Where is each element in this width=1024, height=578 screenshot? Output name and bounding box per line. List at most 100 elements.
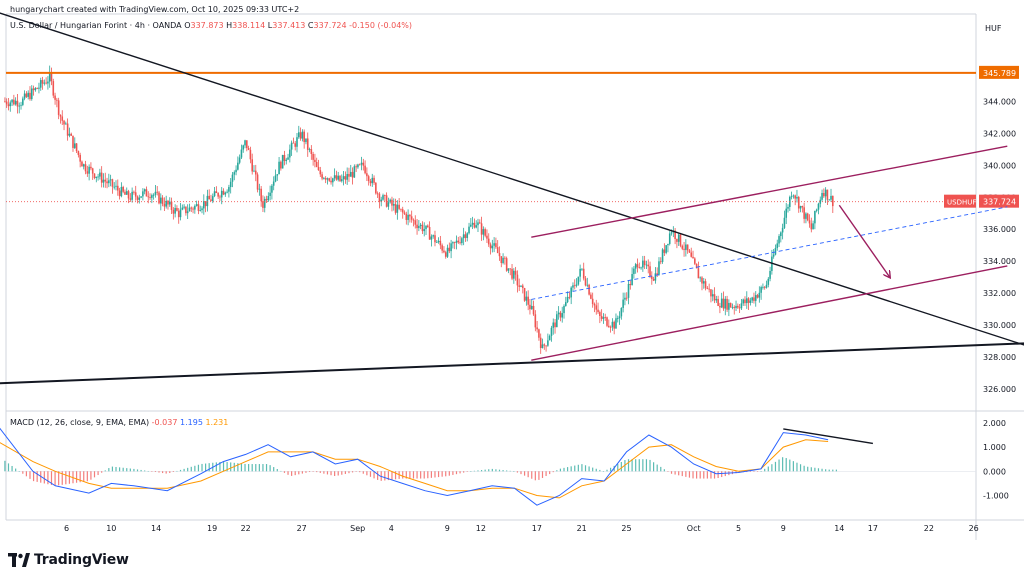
candle-body	[500, 256, 503, 264]
macd-histogram-bar	[255, 464, 257, 472]
candle-body	[659, 261, 662, 263]
macd-histogram-bar	[620, 461, 622, 472]
macd-histogram-bar	[692, 471, 694, 479]
macd-histogram-bar	[810, 467, 812, 472]
macd-histogram-bar	[832, 469, 834, 472]
macd-histogram-bar	[660, 466, 662, 472]
candle-body	[663, 249, 666, 253]
candle-body	[520, 285, 522, 287]
macd-histogram-bar	[15, 468, 17, 472]
symbol-title[interactable]: U.S. Dollar / Hungarian Forint · 4h · OA…	[10, 21, 182, 30]
candle-body	[149, 197, 151, 198]
candle-body	[742, 299, 745, 304]
candle-body	[767, 278, 770, 285]
candle-body	[532, 305, 535, 315]
candle-body	[22, 98, 24, 105]
tradingview-footer[interactable]: TradingView	[8, 550, 129, 570]
candle-body	[814, 210, 816, 224]
candle-body	[122, 186, 124, 192]
macd-histogram-bar	[93, 471, 96, 478]
candle-body	[643, 260, 646, 265]
macd-histogram-bar	[61, 471, 63, 485]
macd-histogram-bar	[649, 459, 651, 472]
time-axis[interactable]: 6 10 14 19 22 27 Sep 4 9 12 17 21 25 Oct 5 9 14 17 22 26	[64, 524, 979, 533]
time-tick-label: 10	[106, 524, 116, 533]
descending-trendline[interactable]	[0, 6, 1024, 365]
macd-histogram-bar	[194, 465, 196, 472]
macd-legend[interactable]: MACD (12, 26, close, 9, EMA, EMA) -0.037…	[10, 418, 228, 427]
currency-label: HUF	[985, 24, 1002, 33]
candle-body	[704, 281, 707, 289]
macd-histogram-bar	[301, 471, 303, 474]
candle-body	[391, 199, 393, 206]
candle-body	[185, 206, 187, 214]
macd-histogram-bar	[183, 468, 185, 472]
candle-body	[724, 298, 727, 309]
candle-body	[297, 132, 300, 138]
candle-body	[547, 340, 549, 346]
macd-divergence-line[interactable]	[783, 428, 874, 445]
channel-midline[interactable]	[531, 206, 1008, 300]
candle-body	[314, 159, 316, 162]
candle-body	[186, 211, 189, 214]
macd-histogram-bar	[316, 471, 318, 473]
macd-histogram-bar	[767, 466, 769, 472]
candle-body	[333, 175, 336, 179]
candle-body	[435, 242, 438, 243]
macd-histogram-bar	[782, 457, 784, 472]
candle-body	[711, 294, 714, 297]
candle-body	[39, 80, 42, 88]
candle-body	[796, 196, 798, 199]
channel-upper[interactable]	[531, 145, 1008, 238]
macd-histogram-bar	[405, 471, 407, 479]
macd-histogram-bar	[197, 464, 200, 472]
macd-histogram-bar	[115, 466, 117, 472]
channel-lower[interactable]	[531, 265, 1008, 361]
macd-histogram-bar	[104, 470, 106, 472]
candle-body	[722, 298, 725, 309]
candle-body	[611, 321, 614, 328]
time-tick-label: 9	[445, 524, 450, 533]
candle-body	[326, 178, 329, 180]
macd-histogram-bar	[133, 468, 135, 472]
candle-body	[99, 172, 101, 177]
candle-body	[14, 100, 17, 105]
horizontal-level-badge: 345.789	[979, 65, 1019, 79]
price-tick-label: 342.000	[983, 129, 1016, 138]
macd-histogram-bar	[359, 471, 361, 473]
macd-histogram-bar	[534, 471, 536, 481]
macd-histogram-bar	[355, 471, 357, 472]
macd-histogram-bar	[527, 471, 529, 478]
candle-body	[536, 327, 538, 330]
macd-histogram-bar	[477, 470, 479, 472]
candle-body	[545, 345, 547, 347]
macd-histogram-bar	[190, 466, 192, 472]
candle-body	[717, 298, 719, 306]
time-tick-label: 22	[924, 524, 934, 533]
macd-histogram-bar	[538, 471, 540, 480]
candle-body	[190, 207, 193, 209]
candle-body	[220, 190, 223, 198]
macd-histogram-bar	[237, 463, 239, 472]
candle-body	[238, 157, 241, 163]
projection-arrow[interactable]	[838, 204, 889, 277]
macd-histogram-bar	[480, 470, 483, 472]
candle-body	[303, 131, 305, 143]
macd-histogram-bar	[118, 467, 121, 472]
candle-body	[471, 222, 474, 225]
candle-body	[418, 225, 420, 229]
candle-body	[272, 181, 275, 186]
candle-body	[448, 247, 451, 252]
macd-histogram-bar	[43, 471, 45, 484]
candle-body	[631, 274, 633, 286]
candle-body	[360, 162, 363, 165]
candle-body	[32, 88, 35, 91]
candle-body	[781, 227, 784, 233]
macd-histogram-bar	[448, 471, 450, 476]
macd-histogram-bar	[789, 459, 791, 472]
last-price-value: 337.724	[983, 198, 1016, 207]
macd-axis[interactable]: 2.000 1.000 0.000 -1.000	[983, 419, 1009, 501]
ascending-support-line[interactable]	[0, 341, 1024, 385]
time-tick-label: 21	[577, 524, 587, 533]
